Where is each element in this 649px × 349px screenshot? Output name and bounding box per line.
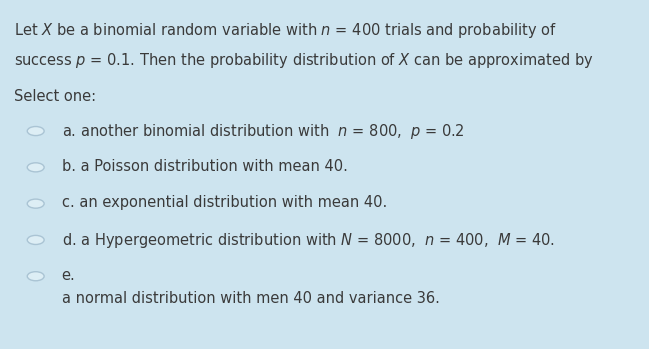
Text: Let $X$ be a binomial random variable with $n$ = 400 trials and probability of: Let $X$ be a binomial random variable wi… <box>14 21 557 40</box>
Text: a normal distribution with men 40 and variance 36.: a normal distribution with men 40 and va… <box>62 291 439 306</box>
Text: e.: e. <box>62 268 75 282</box>
Text: success $p$ = 0.1. Then the probability distribution of $X$ can be approximated : success $p$ = 0.1. Then the probability … <box>14 51 594 69</box>
Text: b. a Poisson distribution with mean 40.: b. a Poisson distribution with mean 40. <box>62 158 347 173</box>
Circle shape <box>27 236 44 245</box>
Circle shape <box>27 163 44 172</box>
Text: Select one:: Select one: <box>14 89 97 104</box>
Text: d. a Hypergeometric distribution with $N$ = 8000,  $n$ = 400,  $M$ = 40.: d. a Hypergeometric distribution with $N… <box>62 231 555 250</box>
Circle shape <box>27 199 44 208</box>
Text: a. another binomial distribution with  $n$ = 800,  $p$ = 0.2: a. another binomial distribution with $n… <box>62 122 464 141</box>
Circle shape <box>27 127 44 136</box>
Text: c. an exponential distribution with mean 40.: c. an exponential distribution with mean… <box>62 195 387 210</box>
Circle shape <box>27 272 44 281</box>
